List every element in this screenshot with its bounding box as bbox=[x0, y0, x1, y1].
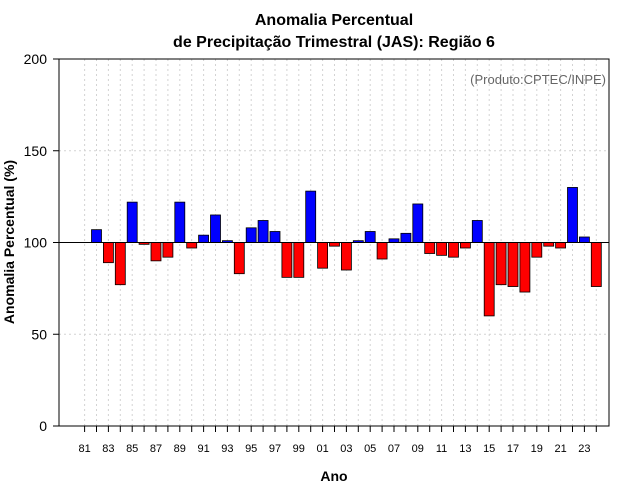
bar-2001 bbox=[329, 242, 340, 247]
grid bbox=[59, 58, 609, 427]
bar-1988 bbox=[174, 201, 186, 243]
bar-1996 bbox=[269, 231, 281, 243]
bar-2019 bbox=[543, 242, 555, 247]
bar-2010 bbox=[436, 242, 448, 256]
chart-title-line2: de Precipitação Trimestral (JAS): Região… bbox=[173, 34, 495, 51]
y-axis: 0 50 100 150 200 bbox=[24, 51, 59, 434]
bar-1981 bbox=[91, 229, 102, 243]
x-tick-label: 01 bbox=[316, 443, 328, 455]
chart-title-line1: Anomalia Percentual bbox=[255, 12, 413, 29]
credit-text: (Produto:CPTEC/INPE) bbox=[470, 72, 606, 87]
bar-1986 bbox=[150, 242, 162, 262]
x-tick-label: 13 bbox=[459, 443, 471, 455]
bar-1987 bbox=[162, 242, 174, 258]
bar-2018 bbox=[531, 242, 543, 258]
bar-2000 bbox=[317, 242, 329, 269]
bar-1998 bbox=[293, 242, 305, 278]
bar-2006 bbox=[388, 238, 400, 243]
x-tick-label: 11 bbox=[436, 443, 447, 455]
y-tick-label: 200 bbox=[24, 51, 48, 67]
bar-2013 bbox=[471, 220, 483, 243]
bar-1982 bbox=[103, 242, 114, 264]
y-axis-title: Anomalia Percentual (%) bbox=[1, 160, 17, 324]
x-tick-label: 09 bbox=[412, 443, 424, 455]
x-tick-label: 03 bbox=[340, 443, 352, 455]
x-tick-label: 93 bbox=[221, 443, 233, 455]
bar-1990 bbox=[198, 234, 210, 243]
bar-2005 bbox=[376, 242, 388, 260]
bar-2002 bbox=[340, 242, 352, 271]
x-tick-label: 15 bbox=[483, 443, 495, 455]
x-axis: 81 83 85 87 89 91 93 95 97 99 01 03 05 07 09 11 13 15 17 19… bbox=[78, 426, 597, 455]
bar-2012 bbox=[459, 242, 471, 249]
bar-2014 bbox=[483, 242, 495, 317]
bar-2016 bbox=[507, 242, 519, 287]
bar-2008 bbox=[412, 203, 424, 243]
bar-1989 bbox=[186, 242, 198, 249]
bar-2020 bbox=[555, 242, 566, 249]
x-tick-label: 99 bbox=[293, 443, 305, 455]
bar-1995 bbox=[257, 220, 269, 243]
bar-2023 bbox=[590, 242, 602, 287]
x-tick-label: 91 bbox=[197, 443, 209, 455]
bar-2004 bbox=[364, 231, 376, 243]
x-tick-label: 81 bbox=[78, 443, 90, 455]
bar-1999 bbox=[305, 190, 317, 243]
bar-2022 bbox=[579, 236, 590, 243]
x-tick-label: 05 bbox=[364, 443, 376, 455]
x-tick-label: 23 bbox=[578, 443, 590, 455]
bar-2017 bbox=[519, 242, 531, 293]
x-axis-title: Ano bbox=[320, 468, 347, 484]
y-tick-label: 100 bbox=[24, 235, 48, 251]
x-tick-label: 85 bbox=[126, 443, 138, 455]
x-tick-label: 87 bbox=[150, 443, 162, 455]
bars bbox=[91, 187, 602, 317]
x-tick-label: 17 bbox=[507, 443, 519, 455]
bar-2021 bbox=[567, 187, 578, 243]
x-tick-label: 97 bbox=[269, 443, 281, 455]
x-tick-label: 21 bbox=[554, 443, 566, 455]
x-tick-label: 89 bbox=[174, 443, 186, 455]
y-tick-label: 0 bbox=[39, 418, 47, 434]
x-tick-label: 19 bbox=[531, 443, 543, 455]
bar-1984 bbox=[126, 201, 138, 243]
bar-2007 bbox=[400, 232, 412, 243]
bar-2015 bbox=[495, 242, 507, 286]
y-tick-label: 50 bbox=[31, 326, 47, 342]
bar-1997 bbox=[281, 242, 293, 278]
x-tick-label: 95 bbox=[245, 443, 257, 455]
y-tick-label: 150 bbox=[24, 143, 48, 159]
bar-1983 bbox=[114, 242, 126, 286]
bar-1993 bbox=[233, 242, 245, 275]
x-tick-label: 83 bbox=[102, 443, 114, 455]
x-tick-label: 07 bbox=[388, 443, 400, 455]
bar-2009 bbox=[424, 242, 436, 254]
bar-1994 bbox=[245, 227, 257, 243]
bar-1991 bbox=[210, 214, 221, 243]
bar-2011 bbox=[448, 242, 459, 258]
